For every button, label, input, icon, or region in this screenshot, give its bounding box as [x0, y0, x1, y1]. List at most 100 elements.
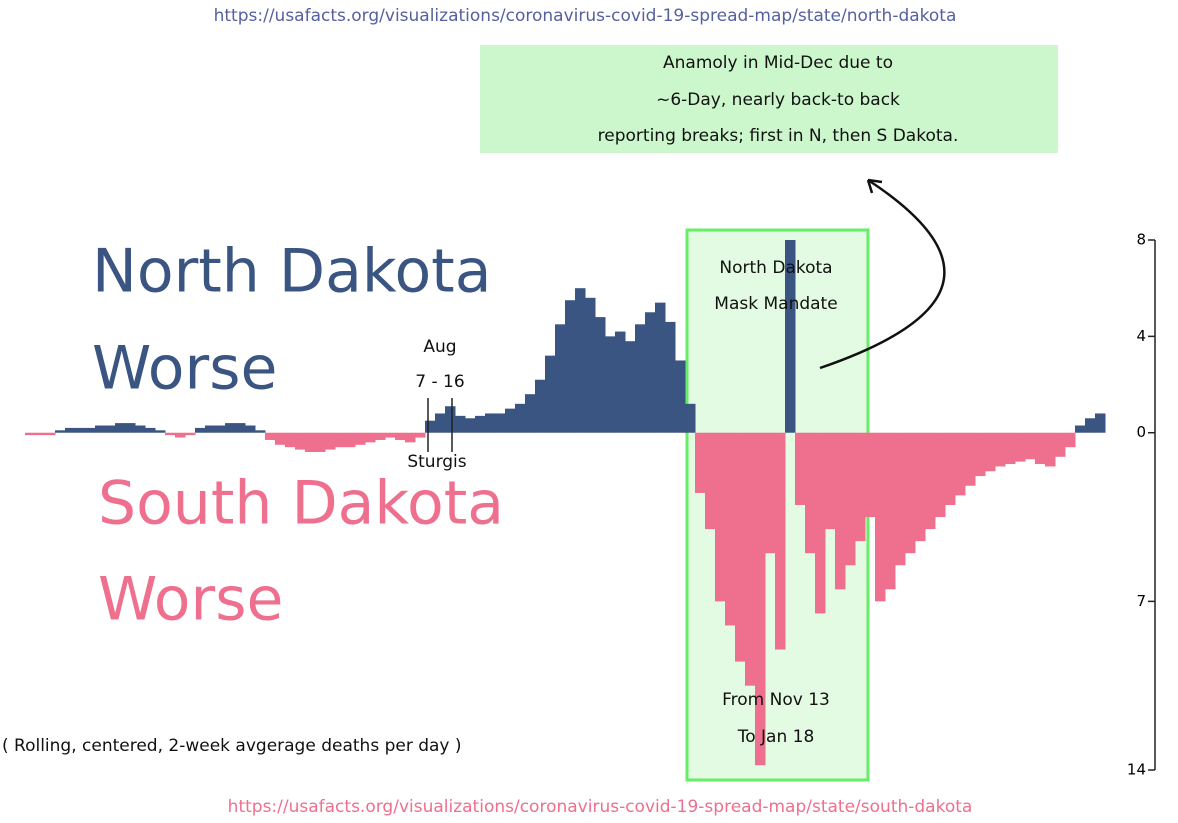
bar	[365, 432, 376, 443]
bar	[465, 418, 476, 433]
bar	[475, 415, 486, 433]
bar	[205, 425, 216, 433]
bar	[905, 432, 916, 554]
bar	[485, 413, 496, 433]
bar	[1035, 432, 1046, 465]
arrow-head	[866, 178, 883, 194]
bar	[225, 423, 236, 433]
bar	[235, 423, 246, 433]
bar	[395, 432, 406, 440]
bar	[925, 432, 936, 530]
bar	[715, 432, 726, 602]
bar	[965, 432, 976, 486]
bar	[555, 324, 566, 433]
bar	[845, 432, 856, 566]
bar	[445, 406, 456, 433]
negative-label: Worse	[98, 565, 283, 635]
bar	[165, 432, 176, 436]
note: ~6-Day, nearly back-to back	[656, 90, 900, 110]
bar	[155, 430, 166, 433]
bar	[195, 427, 206, 433]
bar	[775, 432, 786, 650]
bar	[245, 425, 256, 433]
bar	[345, 432, 356, 448]
bar	[355, 432, 366, 445]
bar	[265, 432, 276, 440]
bar	[745, 432, 756, 686]
note: Anamoly in Mid-Dec due to	[663, 53, 893, 73]
period-label: From Nov 13	[722, 690, 830, 710]
positive-label: North Dakota	[92, 237, 491, 307]
bar	[665, 321, 676, 433]
bar	[755, 432, 766, 766]
bar	[495, 413, 506, 433]
bar	[955, 432, 966, 496]
bar	[675, 360, 686, 433]
bar	[625, 341, 636, 433]
y-tick-label: 0	[1136, 423, 1146, 441]
bar	[1045, 432, 1056, 467]
bar	[885, 432, 896, 590]
bar	[505, 408, 516, 433]
bar	[435, 413, 446, 433]
bar	[935, 432, 946, 518]
bar	[525, 394, 536, 433]
bar	[535, 379, 546, 433]
bar	[105, 425, 116, 433]
bar	[425, 420, 436, 433]
bar	[185, 432, 196, 436]
bar	[705, 432, 716, 530]
bar	[1095, 413, 1106, 433]
bar	[325, 432, 336, 450]
event-label: 7 - 16	[415, 372, 464, 392]
bar	[805, 432, 816, 554]
bar	[825, 432, 836, 530]
y-tick-label: 8	[1136, 231, 1146, 249]
bar	[915, 432, 926, 542]
bar	[1055, 432, 1066, 457]
y-tick-label: 14	[1127, 761, 1146, 779]
bar	[75, 427, 86, 433]
bar	[645, 312, 656, 433]
bar	[695, 432, 706, 493]
bar	[215, 425, 226, 433]
bar	[615, 331, 626, 433]
bar	[65, 427, 76, 433]
bar	[85, 427, 96, 433]
bar	[305, 432, 316, 452]
bar	[975, 432, 986, 477]
bar	[115, 423, 126, 433]
bar	[1065, 432, 1076, 448]
source-url: https://usafacts.org/visualizations/coro…	[228, 797, 973, 817]
bar	[295, 432, 306, 450]
bar	[315, 432, 326, 452]
bar	[335, 432, 346, 448]
bar	[45, 432, 56, 436]
mandate-label: Mask Mandate	[714, 294, 837, 314]
event-label: Aug	[423, 337, 456, 357]
bar	[815, 432, 826, 614]
bar	[1005, 432, 1016, 465]
bar	[895, 432, 906, 566]
bar	[1085, 418, 1096, 433]
bar	[285, 432, 296, 448]
bar	[785, 240, 796, 433]
negative-label: South Dakota	[98, 469, 504, 539]
bar	[35, 432, 46, 436]
event-name: Sturgis	[407, 452, 466, 472]
bar	[25, 432, 36, 436]
bar	[865, 432, 876, 518]
bar	[835, 432, 846, 590]
bar	[255, 430, 266, 433]
bar	[875, 432, 886, 602]
positive-label: Worse	[92, 334, 277, 404]
bar	[945, 432, 956, 505]
bar	[125, 423, 136, 433]
note: reporting breaks; first in N, then S Dak…	[598, 126, 959, 146]
y-tick-label: 7	[1136, 592, 1146, 610]
bar	[575, 288, 586, 433]
bar	[515, 403, 526, 433]
bar	[855, 432, 866, 542]
period-label: To Jan 18	[737, 727, 815, 747]
